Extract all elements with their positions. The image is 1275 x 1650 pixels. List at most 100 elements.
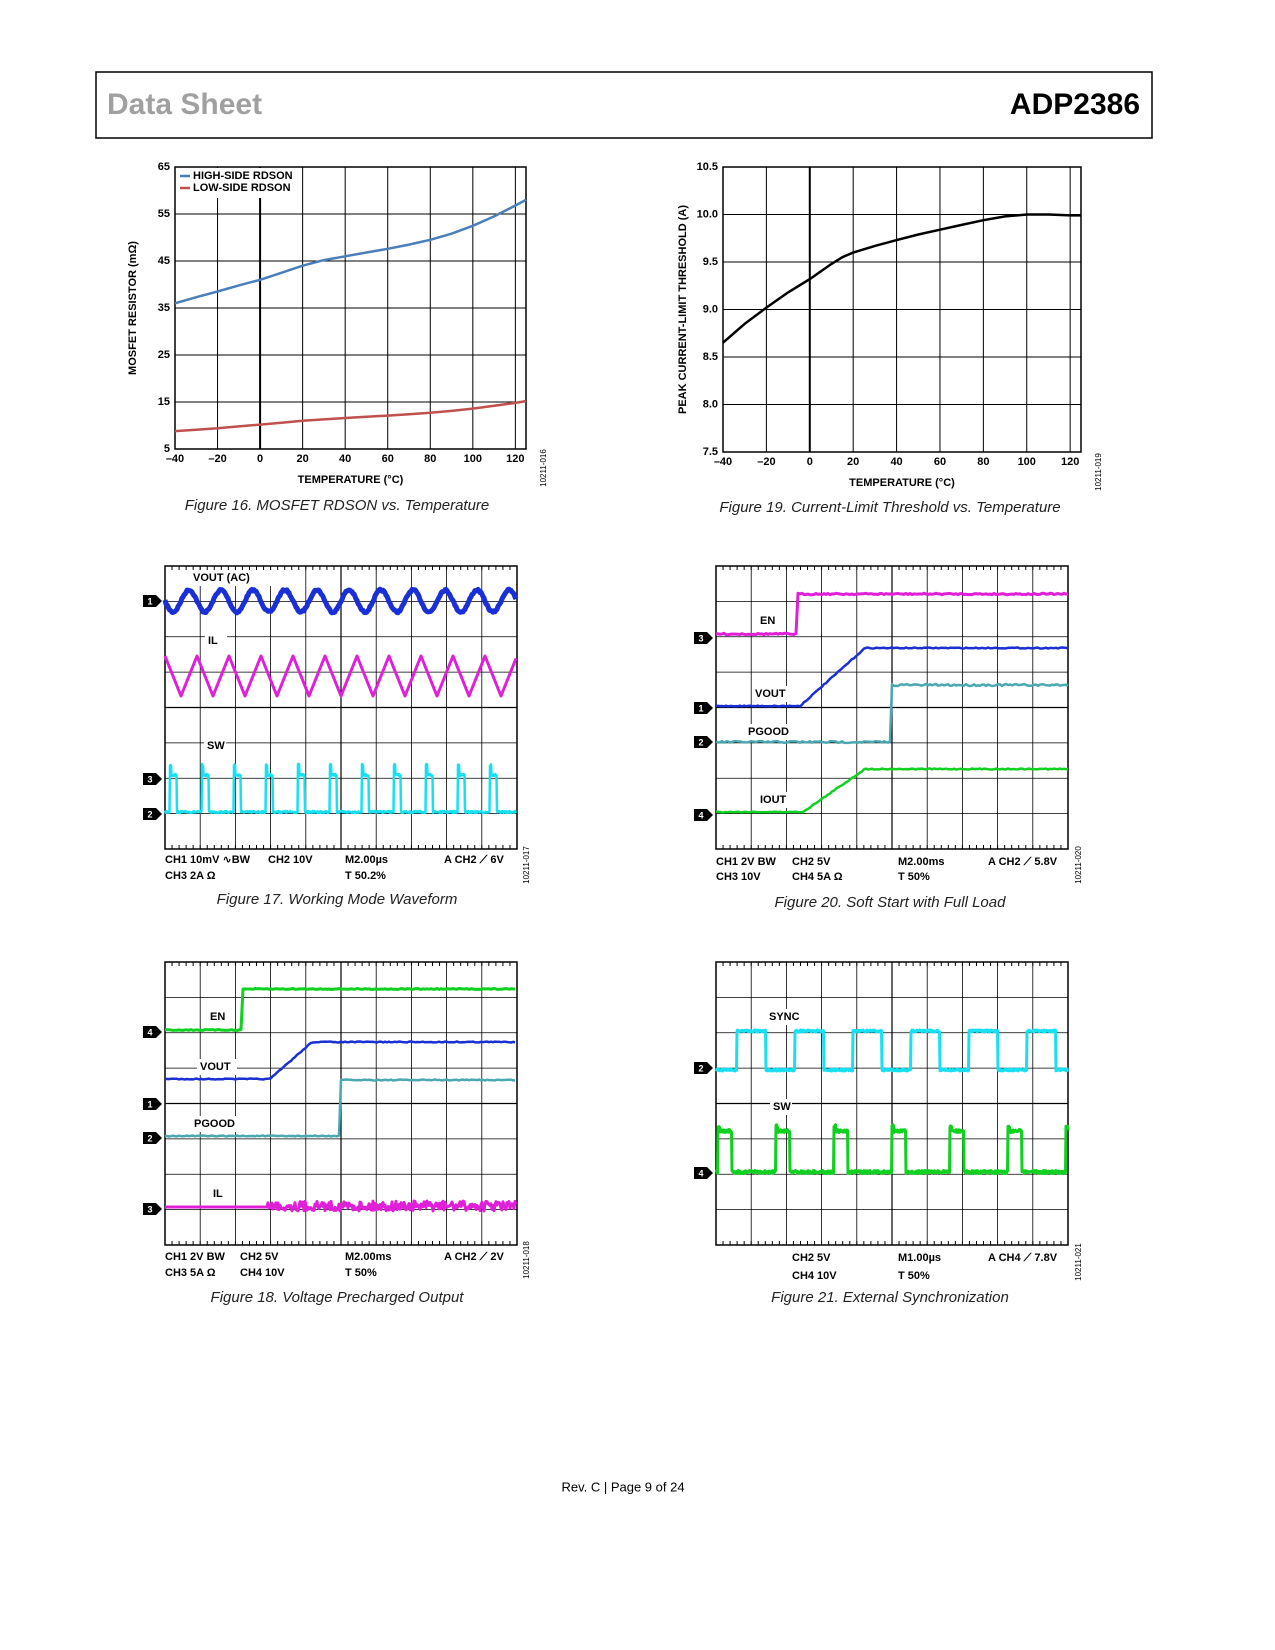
channel-number: 1 — [147, 596, 152, 606]
trace-label: IL — [208, 635, 218, 647]
channel-number: 4 — [698, 810, 703, 820]
data-line — [174, 198, 527, 305]
figure-code: 10211-018 — [522, 1241, 531, 1279]
channel-number: 2 — [698, 1063, 703, 1073]
y-tick-label: 10.0 — [697, 208, 718, 220]
y-tick-label: 65 — [158, 161, 170, 173]
channel-marker — [143, 1026, 162, 1038]
scope-setting: M1.00µs — [898, 1252, 941, 1264]
scope-setting: CH3 5A Ω — [165, 1267, 216, 1279]
channel-number: 2 — [147, 1133, 152, 1143]
caption: Figure 19. Current-Limit Threshold vs. T… — [719, 499, 1060, 516]
caption: Figure 20. Soft Start with Full Load — [775, 894, 1007, 911]
waveform — [163, 762, 518, 815]
y-tick-label: 10.5 — [697, 161, 718, 173]
trace-label: IL — [213, 1188, 223, 1200]
header-box — [95, 71, 1153, 139]
legend-label: LOW-SIDE RDSON — [193, 182, 291, 194]
scope-setting: A CH2 ⟋ 6V — [444, 854, 505, 866]
y-tick-label: 45 — [158, 255, 170, 267]
y-tick-label: 25 — [158, 349, 170, 361]
x-tick-label: –40 — [166, 453, 184, 465]
x-tick-label: 60 — [934, 456, 946, 468]
scope-setting: CH2 5V — [792, 856, 831, 868]
caption: Figure 18. Voltage Precharged Output — [211, 1289, 465, 1306]
channel-marker — [143, 1203, 162, 1215]
x-axis-label: TEMPERATURE (°C) — [849, 477, 955, 489]
channel-marker — [694, 736, 713, 748]
trace-label-bg — [757, 613, 779, 629]
waveform — [164, 987, 516, 1032]
waveform — [164, 1199, 518, 1213]
trace-label-bg — [770, 1099, 792, 1115]
scope-setting: CH2 5V — [240, 1251, 279, 1263]
scope-setting: CH1 10mV ∿BW — [165, 854, 251, 866]
trace-label-bg — [197, 1059, 237, 1075]
waveform — [163, 654, 518, 698]
channel-number: 3 — [147, 774, 152, 784]
channel-marker — [143, 595, 162, 607]
x-tick-label: 100 — [1018, 456, 1036, 468]
y-tick-label: 8.5 — [703, 351, 718, 363]
y-tick-label: 8.0 — [703, 398, 718, 410]
legend-label: HIGH-SIDE RDSON — [193, 170, 293, 182]
trace-label: SW — [773, 1101, 791, 1113]
y-tick-label: 7.5 — [703, 446, 718, 458]
y-tick-label: 15 — [158, 396, 170, 408]
x-tick-label: 80 — [424, 453, 436, 465]
x-tick-label: –20 — [208, 453, 226, 465]
x-tick-label: 120 — [506, 453, 524, 465]
channel-marker — [694, 702, 713, 714]
channel-number: 2 — [147, 809, 152, 819]
figure-code: 10211-017 — [522, 846, 531, 884]
trace-label-bg — [210, 1186, 232, 1202]
scope-setting: CH4 10V — [240, 1267, 285, 1279]
x-tick-label: –20 — [757, 456, 775, 468]
figure-code: 10211-019 — [1094, 453, 1103, 491]
waveform — [164, 1040, 516, 1081]
x-tick-label: 0 — [807, 456, 813, 468]
trace-label: SYNC — [769, 1011, 800, 1023]
channel-marker — [143, 808, 162, 820]
scope-setting: A CH4 ⟋ 7.8V — [988, 1252, 1058, 1264]
channel-number: 4 — [698, 1168, 703, 1178]
y-tick-label: 55 — [158, 208, 170, 220]
channel-number: 4 — [147, 1027, 152, 1037]
scope-setting: CH1 2V BW — [165, 1251, 226, 1263]
header-right: ADP2386 — [1010, 88, 1140, 121]
scope-setting: CH4 10V — [792, 1270, 837, 1282]
x-tick-label: 0 — [257, 453, 263, 465]
x-tick-label: –40 — [714, 456, 732, 468]
channel-marker — [143, 773, 162, 785]
trace-label: VOUT — [755, 688, 786, 700]
legend-box — [176, 168, 301, 198]
channel-number: 3 — [147, 1204, 152, 1214]
channel-number: 2 — [698, 737, 703, 747]
channel-number: 1 — [147, 1099, 152, 1109]
caption: Figure 16. MOSFET RDSON vs. Temperature — [185, 497, 490, 514]
scope-setting: CH2 10V — [268, 854, 313, 866]
channel-number: 1 — [698, 703, 703, 713]
figure-code: 10211-021 — [1074, 1243, 1083, 1281]
trace-label: EN — [760, 615, 775, 627]
waveform — [164, 1078, 515, 1138]
y-tick-label: 5 — [164, 443, 170, 455]
waveform — [714, 1123, 1070, 1175]
waveform — [162, 586, 519, 616]
trace-label-bg — [204, 738, 226, 754]
waveform — [715, 646, 1069, 708]
caption: Figure 17. Working Mode Waveform — [217, 891, 458, 908]
trace-label-bg — [745, 724, 794, 740]
figure-code: 10211-020 — [1074, 846, 1083, 884]
trace-label-bg — [757, 792, 797, 808]
channel-marker — [694, 632, 713, 644]
x-tick-label: 20 — [847, 456, 859, 468]
waveform — [715, 591, 1069, 637]
channel-number: 3 — [698, 633, 703, 643]
scope-setting: CH3 2A Ω — [165, 870, 216, 882]
trace-label: IOUT — [760, 794, 787, 806]
x-tick-label: 40 — [339, 453, 351, 465]
y-axis-label: PEAK CURRENT-LIMIT THRESHOLD (A) — [677, 205, 689, 414]
trace-label-bg — [190, 570, 275, 586]
trace-label: PGOOD — [194, 1118, 235, 1130]
